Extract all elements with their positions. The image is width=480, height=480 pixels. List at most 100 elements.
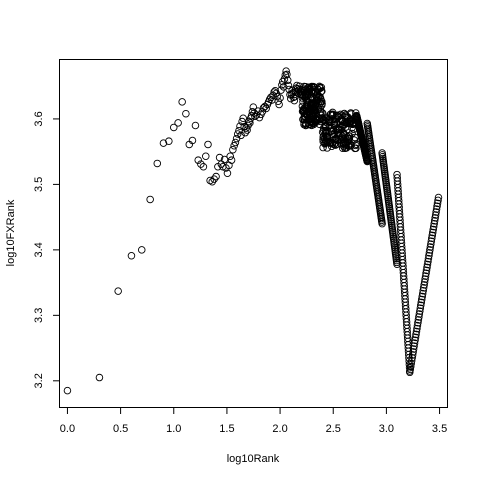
x-tick-label: 1.5 [219,423,234,435]
data-point [419,286,427,295]
data-point [153,159,162,168]
data-point [345,119,354,128]
data-point [305,83,314,91]
data-point [419,284,428,292]
data-point [432,208,440,216]
data-point [328,111,336,119]
data-point [303,101,312,109]
data-point [430,217,439,225]
data-point [307,87,316,96]
data-point [300,109,308,118]
data-point [310,113,318,121]
data-point [174,119,182,127]
data-point [276,94,284,102]
data-point [346,142,355,150]
data-point [310,83,319,92]
data-point [210,175,218,183]
data-point [406,368,414,377]
data-point [428,231,437,240]
data-point [247,111,256,120]
data-point [414,316,423,324]
data-point [415,313,423,321]
data-point [407,359,415,368]
data-points [63,67,443,395]
data-point [280,75,289,83]
data-point [231,138,240,147]
data-point [114,287,122,295]
data-point [408,353,416,362]
data-point [328,139,337,147]
data-point [330,130,339,138]
data-point [412,330,420,339]
data-point [433,202,441,210]
data-point [333,140,341,148]
y-tick-label: 3.5 [33,177,45,192]
data-point [191,121,200,130]
data-point [407,362,415,371]
data-point [333,111,341,119]
data-point [315,97,323,106]
data-point [430,219,438,228]
data-point [416,304,425,312]
data-point [223,169,232,178]
data-point [182,109,190,118]
data-point [188,136,197,145]
data-point [432,205,441,213]
data-point [433,199,442,208]
data-point [229,145,237,154]
x-tick-label: 3.0 [379,423,394,435]
data-point [325,117,333,125]
data-point [425,249,434,257]
data-point [283,70,291,79]
data-point [417,301,425,310]
data-point [414,319,422,327]
data-point [159,139,168,147]
data-point [420,278,429,286]
x-tick-label: 1.0 [166,423,181,435]
data-point [239,114,247,123]
data-point [412,327,421,336]
data-point [345,118,353,126]
data-point [308,109,316,118]
data-point [226,152,234,160]
data-point [330,120,339,129]
data-point [428,234,436,243]
data-point [417,298,426,307]
data-point [204,140,212,149]
y-tick-label: 3.3 [33,308,45,323]
data-point [308,118,317,126]
data-point [423,260,432,269]
data-point [95,373,104,382]
data-point [378,219,386,228]
data-point [318,87,326,95]
data-point [340,119,349,127]
data-point [410,342,418,350]
x-tick-label: 2.5 [326,423,341,435]
data-point [422,266,431,275]
data-point [408,351,417,359]
data-point [431,211,440,219]
data-point [434,193,443,202]
data-point [261,102,269,111]
data-point [230,142,238,150]
data-point [413,324,421,333]
data-point [429,222,438,231]
data-point [338,121,347,130]
data-point [429,225,437,234]
data-point [407,356,416,365]
data-point [413,321,422,330]
data-point [338,132,347,140]
data-point [283,76,292,85]
data-point [348,124,356,132]
data-point [290,96,299,105]
data-point [197,160,205,168]
data-point [301,90,309,99]
data-point [127,252,136,260]
data-point [319,143,327,152]
data-point [63,386,72,395]
data-point [340,109,349,118]
data-point [246,119,254,127]
data-point [206,176,214,185]
data-point [421,275,429,283]
